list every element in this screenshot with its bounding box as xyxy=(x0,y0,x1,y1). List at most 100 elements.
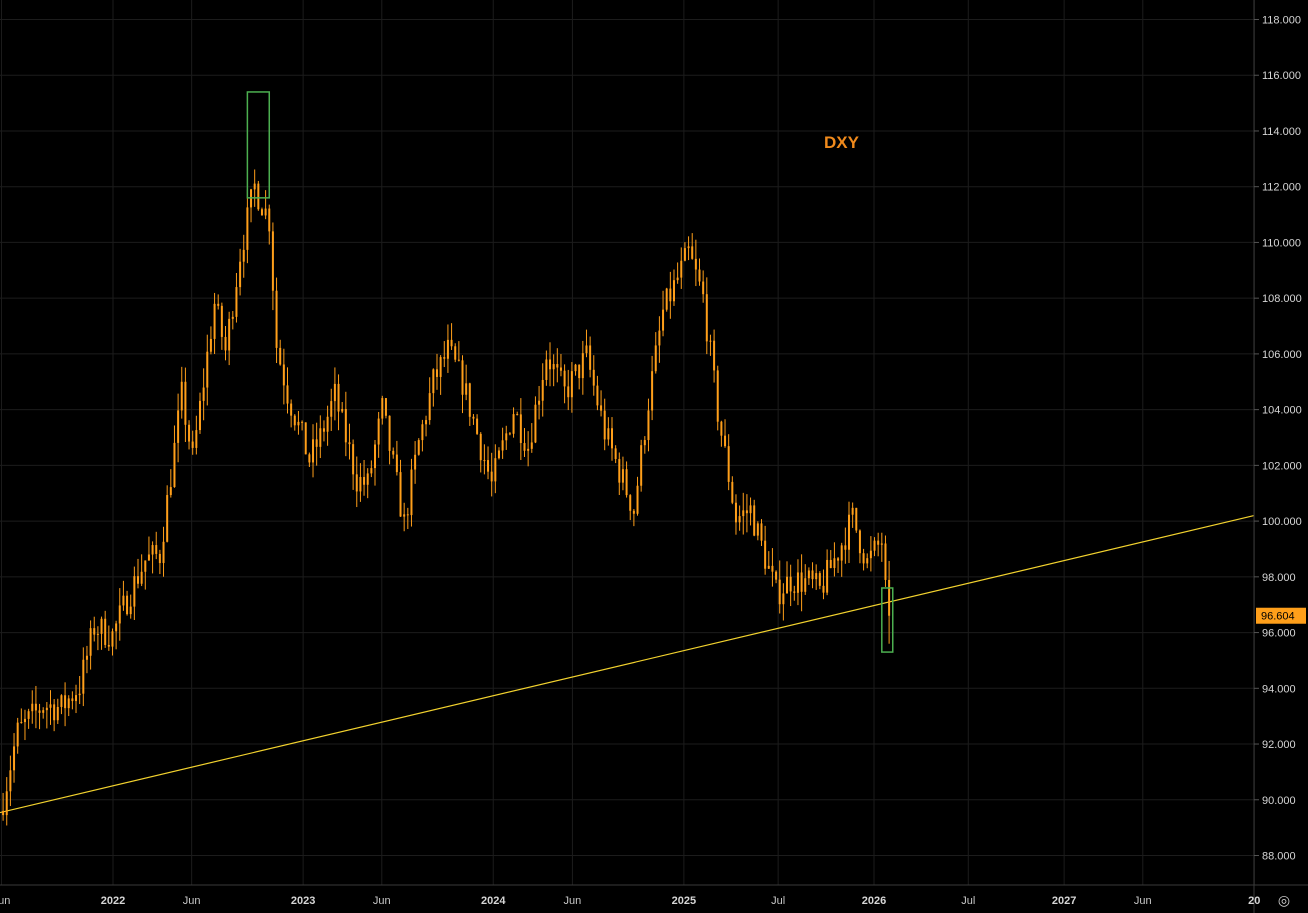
gear-icon[interactable]: ◎ xyxy=(1277,892,1291,908)
candle-body xyxy=(388,415,391,451)
candle-body xyxy=(844,545,847,550)
candle-body xyxy=(359,477,362,492)
candle-body xyxy=(709,340,712,342)
candle-body xyxy=(348,442,351,445)
candle-body xyxy=(541,379,544,401)
candle-body xyxy=(2,810,5,816)
candle-body xyxy=(771,565,774,572)
candle-body xyxy=(104,618,107,645)
candle-body xyxy=(100,618,103,634)
candle-body xyxy=(793,591,796,593)
x-tick-label: Jul xyxy=(771,895,785,907)
candle-body xyxy=(129,606,132,615)
candle-body xyxy=(198,400,201,431)
candle-body xyxy=(636,485,639,514)
x-tick-label: Jul xyxy=(961,895,975,907)
candle-body xyxy=(665,288,668,310)
candle-body xyxy=(698,269,701,282)
candle-body xyxy=(399,472,402,517)
candle-body xyxy=(363,477,366,485)
candle-body xyxy=(118,605,121,624)
candle-body xyxy=(85,655,88,660)
candle-body xyxy=(9,770,12,792)
candle-body xyxy=(643,440,646,446)
candle-body xyxy=(716,370,719,422)
candle-body xyxy=(239,261,242,288)
candle-body xyxy=(585,345,588,354)
candle-body xyxy=(880,543,883,545)
candle-body xyxy=(126,595,129,615)
candle-body xyxy=(271,231,274,291)
candle-body xyxy=(866,558,869,564)
candle-body xyxy=(625,469,628,496)
candle-body xyxy=(136,576,140,584)
candle-body xyxy=(570,371,573,398)
candle-body xyxy=(734,502,737,523)
highlight-box xyxy=(881,587,894,653)
candle-body xyxy=(567,386,570,398)
y-tick-label: 102.000 xyxy=(1262,460,1302,472)
trendline[interactable] xyxy=(0,514,1255,814)
candle-body xyxy=(720,421,723,436)
y-tick-label: 106.000 xyxy=(1262,349,1302,361)
x-tick-label: 2025 xyxy=(672,895,696,907)
candle-body xyxy=(286,385,289,404)
candle-body xyxy=(23,718,26,723)
time-axis[interactable]: Jun 2022 Jun 2023 Jun 2024 Jun 2025 Jul 2026 Jul 20… xyxy=(0,895,1260,907)
candle-body xyxy=(530,442,533,449)
candle-body xyxy=(519,414,522,444)
candle-body xyxy=(151,545,154,555)
candle-body xyxy=(662,309,665,331)
candle-body xyxy=(279,347,282,365)
candle-body xyxy=(847,514,851,550)
candle-body xyxy=(173,442,176,488)
candle-body xyxy=(724,435,727,447)
x-tick-label: Jun xyxy=(373,895,391,907)
candle-body xyxy=(220,305,223,337)
y-tick-label: 100.000 xyxy=(1262,516,1302,528)
candle-body xyxy=(337,383,340,412)
candle-body xyxy=(600,405,603,411)
candle-body xyxy=(527,448,530,451)
candle-body xyxy=(395,454,398,473)
candle-body xyxy=(545,359,548,380)
candle-body xyxy=(833,558,836,569)
candle-body xyxy=(56,706,59,721)
candle-body xyxy=(749,505,752,514)
candle-body xyxy=(534,404,537,443)
candle-body xyxy=(231,316,234,319)
candle-body xyxy=(202,387,205,401)
candle-body xyxy=(235,287,238,317)
candle-body xyxy=(702,281,705,295)
candle-body xyxy=(742,510,745,517)
candle-series xyxy=(2,169,891,826)
candle-body xyxy=(647,410,650,441)
candle-body xyxy=(191,441,194,448)
candle-body xyxy=(326,416,329,432)
candle-body xyxy=(454,346,457,360)
candle-body xyxy=(618,459,621,483)
candle-body xyxy=(355,474,358,492)
candle-body xyxy=(862,553,865,564)
highlight-box xyxy=(246,91,271,199)
candle-body xyxy=(789,576,792,592)
candle-body xyxy=(888,579,891,616)
candle-body xyxy=(505,433,508,441)
candle-body xyxy=(756,523,759,536)
candle-body xyxy=(764,540,767,569)
candle-body xyxy=(607,428,610,440)
candle-body xyxy=(330,401,333,417)
candle-body xyxy=(107,644,110,647)
y-tick-label: 94.000 xyxy=(1262,683,1296,695)
candle-body xyxy=(807,570,810,579)
candle-body xyxy=(275,290,278,348)
candle-body xyxy=(301,421,304,423)
candle-body xyxy=(877,540,880,545)
highlight-boxes[interactable] xyxy=(246,91,894,653)
x-tick-label: 2027 xyxy=(1052,895,1076,907)
candle-body xyxy=(457,359,460,361)
candle-body xyxy=(177,410,180,443)
candle-body xyxy=(651,371,654,411)
